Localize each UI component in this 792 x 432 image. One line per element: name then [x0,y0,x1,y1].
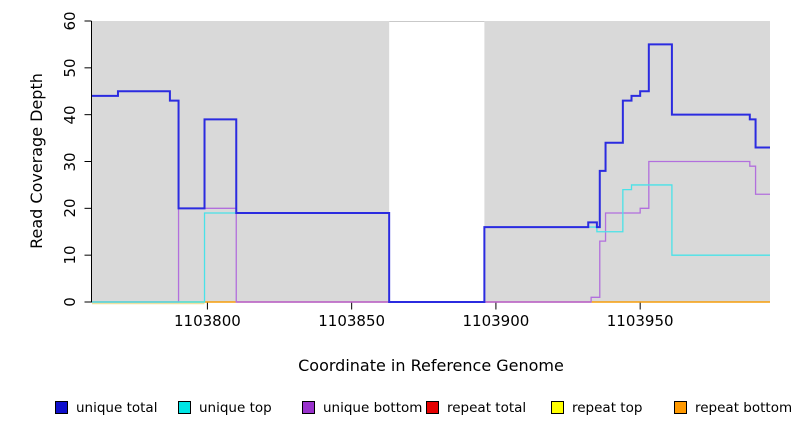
legend-item-repeat-total: repeat total [426,399,526,416]
y-tick-label: 10 [61,245,79,265]
x-tick-label: 1103800 [173,312,241,330]
legend-label-unique-top: unique top [199,399,272,416]
y-tick-label: 30 [61,151,79,172]
legend-item-repeat-bottom: repeat bottom [674,399,792,416]
legend-item-unique-bottom: unique bottom [302,399,422,416]
no-data-gap-region [389,21,485,302]
legend-swatch-unique-total [55,401,68,414]
legend-item-unique-total: unique total [55,399,157,416]
y-tick-label: 0 [61,297,79,307]
legend-label-unique-bottom: unique bottom [323,399,423,416]
legend-swatch-repeat-top [551,401,564,414]
y-tick-label: 20 [61,198,79,218]
legend-item-unique-top: unique top [178,399,272,416]
series-unique-total-line [92,43,770,303]
legend-label-repeat-top: repeat top [572,399,643,416]
legend-label-repeat-bottom: repeat bottom [695,399,792,416]
x-tick-label: 1103900 [462,312,530,330]
legend-swatch-unique-top [178,401,191,414]
legend-swatch-repeat-total [426,401,439,414]
legend: unique total unique top unique bottom repea… [0,399,792,419]
x-axis-title: Coordinate in Reference Genome [298,356,564,375]
legend-swatch-unique-bottom [302,401,315,414]
y-tick-label: 50 [61,58,79,78]
x-tick-label: 1103950 [606,312,674,330]
legend-swatch-repeat-bottom [674,401,687,414]
x-tick-label: 1103850 [318,312,386,330]
series-unique-bottom-line [92,160,770,303]
legend-item-repeat-top: repeat top [551,399,642,416]
legend-label-repeat-total: repeat total [447,399,527,416]
y-tick-label: 40 [61,105,79,125]
y-tick-label: 60 [61,11,79,31]
y-axis-title: Read Coverage Depth [27,73,46,249]
legend-label-unique-total: unique total [76,399,158,416]
